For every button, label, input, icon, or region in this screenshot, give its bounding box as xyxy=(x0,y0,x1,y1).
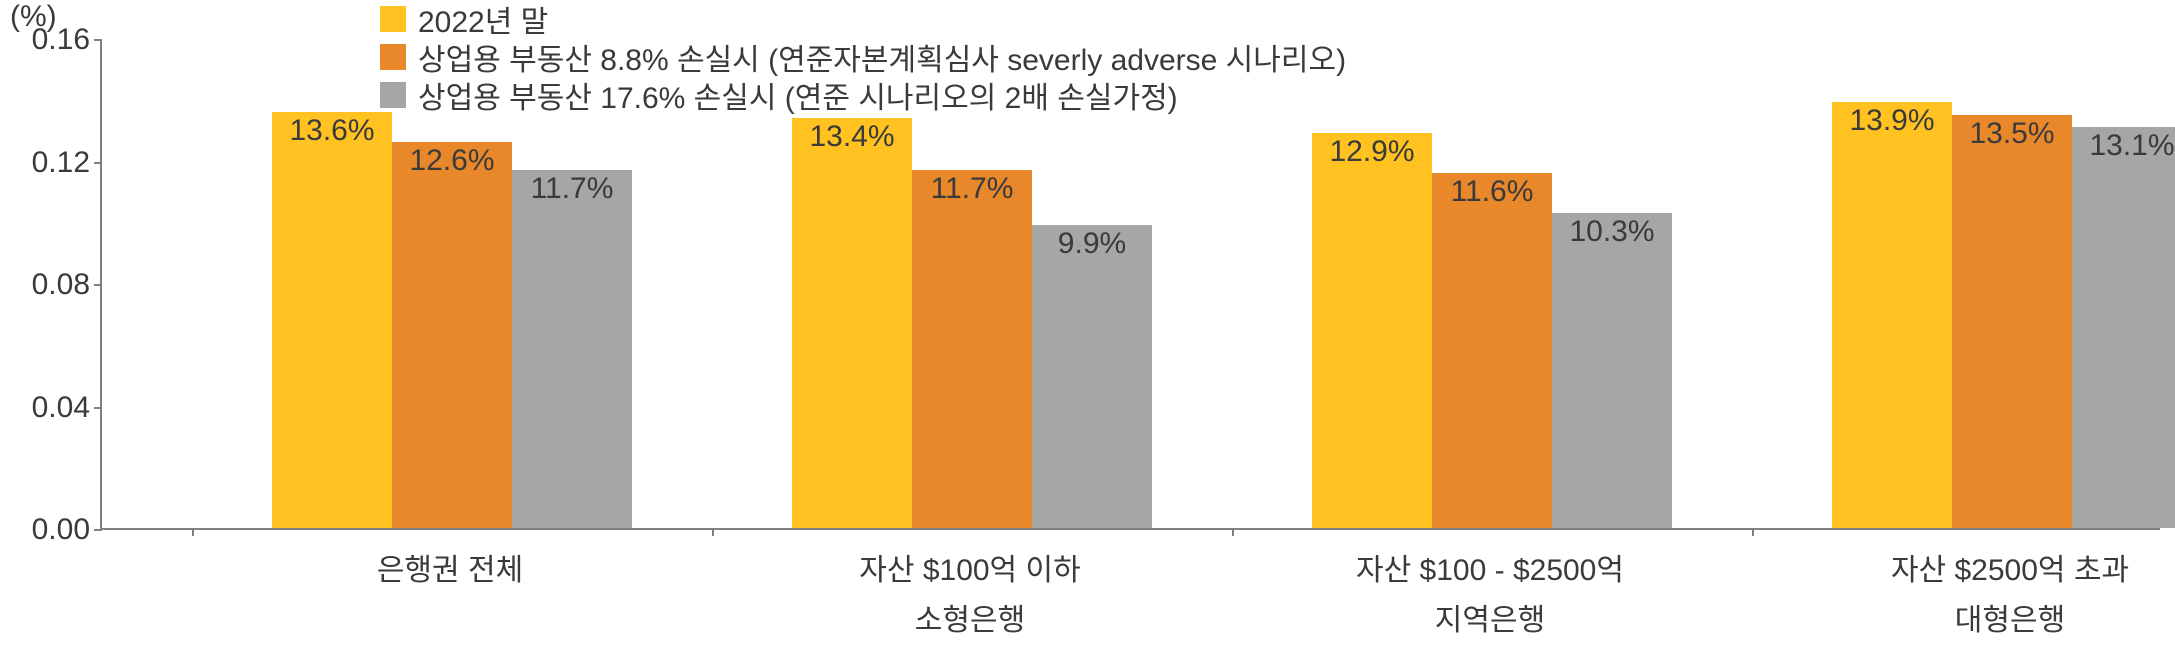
x-tick-mark xyxy=(1752,528,1754,536)
legend-swatch xyxy=(380,6,406,32)
bar-value-label: 13.4% xyxy=(809,120,894,154)
y-tick-label: 0.12 xyxy=(32,146,90,180)
legend-item: 상업용 부동산 8.8% 손실시 (연준자본계획심사 severly adver… xyxy=(380,38,1346,76)
y-tick-mark xyxy=(94,284,102,286)
y-tick-mark xyxy=(94,39,102,41)
y-tick-label: 0.08 xyxy=(32,268,90,302)
y-tick-label: 0.04 xyxy=(32,391,90,425)
bar-value-label: 9.9% xyxy=(1058,227,1126,261)
bar-value-label: 11.6% xyxy=(1451,175,1534,209)
bar-value-label: 13.1% xyxy=(2089,129,2174,163)
bar xyxy=(1312,133,1432,528)
bar-value-label: 13.6% xyxy=(289,114,374,148)
bar xyxy=(272,112,392,529)
y-tick-label: 0.16 xyxy=(32,23,90,57)
x-category-label: 자산 $100 - $2500억 xyxy=(1356,545,1624,589)
y-tick-mark xyxy=(94,407,102,409)
x-category-label: 은행권 전체 xyxy=(377,545,523,589)
bar xyxy=(2072,127,2175,528)
legend-swatch xyxy=(380,82,406,108)
x-category-sublabel: 대형은행 xyxy=(1955,595,2065,639)
x-category-sublabel: 소형은행 xyxy=(915,595,1025,639)
bar-value-label: 13.5% xyxy=(1969,117,2054,151)
bar xyxy=(512,170,632,528)
y-axis: 0.000.040.080.120.16 xyxy=(0,40,100,530)
x-category-label: 자산 $100억 이하 xyxy=(859,545,1080,589)
y-tick-mark xyxy=(94,529,102,531)
legend-swatch xyxy=(380,44,406,70)
bar xyxy=(1552,213,1672,528)
bar-value-label: 11.7% xyxy=(931,172,1014,206)
x-tick-mark xyxy=(192,528,194,536)
bar xyxy=(912,170,1032,528)
bar xyxy=(1032,225,1152,528)
x-tick-mark xyxy=(712,528,714,536)
bar-value-label: 12.9% xyxy=(1329,135,1414,169)
legend: 2022년 말상업용 부동산 8.8% 손실시 (연준자본계획심사 severl… xyxy=(380,0,1346,114)
bar-value-label: 13.9% xyxy=(1849,104,1934,138)
bar xyxy=(792,118,912,528)
x-category-sublabel: 지역은행 xyxy=(1435,595,1545,639)
bar-value-label: 10.3% xyxy=(1569,215,1654,249)
y-tick-label: 0.00 xyxy=(32,513,90,547)
bar xyxy=(1832,102,1952,528)
legend-item: 상업용 부동산 17.6% 손실시 (연준 시나리오의 2배 손실가정) xyxy=(380,76,1346,114)
x-tick-mark xyxy=(1232,528,1234,536)
legend-label: 상업용 부동산 17.6% 손실시 (연준 시나리오의 2배 손실가정) xyxy=(418,73,1178,117)
bar xyxy=(1952,115,2072,528)
grouped-bar-chart: (%) 0.000.040.080.120.16 13.6%12.6%11.7%… xyxy=(0,0,2175,645)
y-tick-mark xyxy=(94,162,102,164)
bar xyxy=(1432,173,1552,528)
legend-item: 2022년 말 xyxy=(380,0,1346,38)
bar-value-label: 11.7% xyxy=(531,172,614,206)
x-category-label: 자산 $2500억 초과 xyxy=(1891,545,2129,589)
bar-value-label: 12.6% xyxy=(409,144,494,178)
bar xyxy=(392,142,512,528)
